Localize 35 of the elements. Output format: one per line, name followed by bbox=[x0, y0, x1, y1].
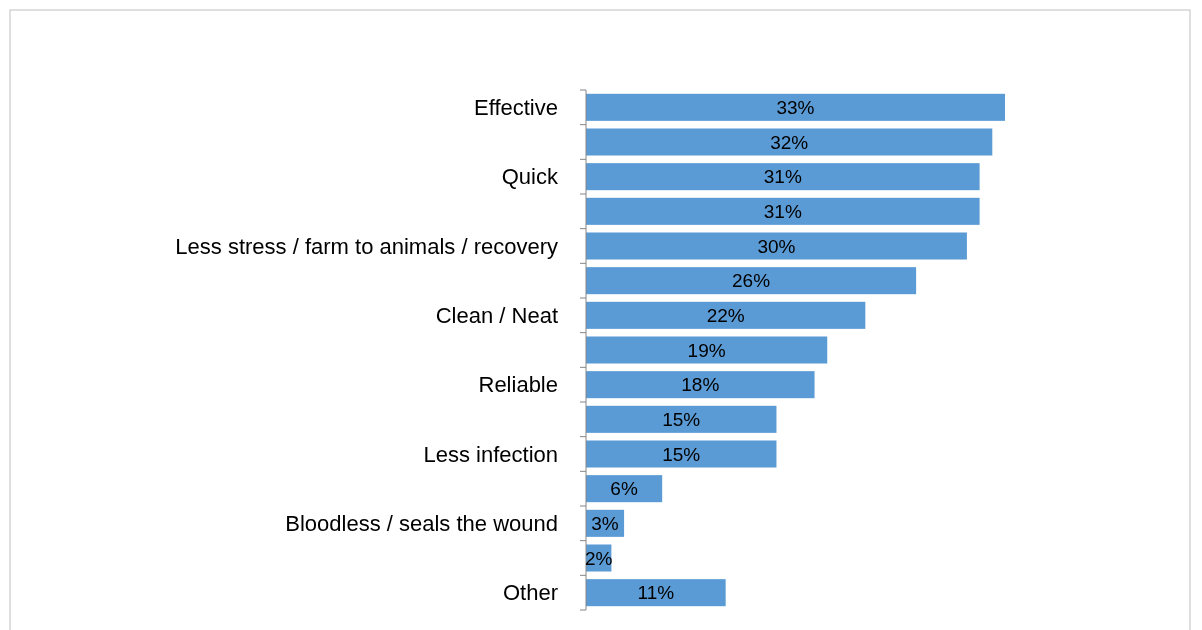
bar bbox=[586, 405, 777, 433]
bar bbox=[586, 301, 866, 329]
data-label: 3% bbox=[591, 512, 619, 534]
data-label: 26% bbox=[732, 270, 771, 292]
bar bbox=[586, 197, 980, 225]
data-label: 15% bbox=[662, 408, 701, 430]
data-label: 6% bbox=[610, 478, 638, 500]
data-label: 11% bbox=[637, 582, 675, 604]
data-label: 19% bbox=[687, 339, 726, 361]
data-label: 31% bbox=[763, 200, 802, 222]
data-label: 15% bbox=[662, 443, 701, 465]
y-tick-label: Clean / Neat bbox=[435, 302, 558, 328]
bar bbox=[586, 371, 815, 399]
data-label: 18% bbox=[681, 374, 720, 396]
y-tick-label: Other bbox=[502, 580, 558, 606]
data-label: 31% bbox=[763, 166, 802, 188]
bar bbox=[586, 440, 777, 468]
bar bbox=[586, 336, 828, 364]
y-tick-label: Bloodless / seals the wound bbox=[285, 510, 558, 536]
y-tick-label: Reliable bbox=[478, 372, 558, 398]
data-label: 22% bbox=[706, 304, 745, 326]
y-tick-label: Quick bbox=[501, 164, 559, 190]
y-tick-label: Effective bbox=[474, 94, 558, 120]
y-tick-label: Less infection bbox=[423, 441, 558, 467]
data-label: 30% bbox=[757, 235, 796, 257]
bar bbox=[586, 579, 726, 607]
data-label: 33% bbox=[776, 96, 815, 118]
bar bbox=[586, 128, 993, 156]
y-tick-label: Less stress / farm to animals / recovery bbox=[175, 233, 558, 259]
data-label: 2% bbox=[584, 547, 613, 569]
bar bbox=[586, 232, 967, 260]
bar bbox=[586, 93, 1005, 121]
bar bbox=[586, 163, 980, 191]
data-label: 32% bbox=[770, 131, 809, 153]
bar bbox=[586, 267, 917, 295]
